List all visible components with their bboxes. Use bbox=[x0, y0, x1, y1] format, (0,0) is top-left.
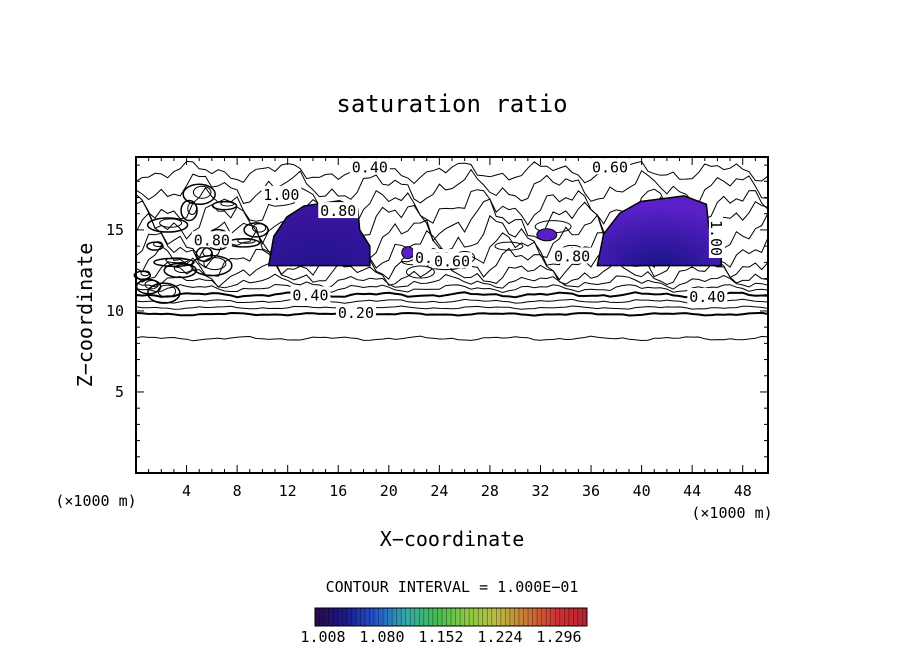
contour-line bbox=[135, 335, 769, 342]
y-tick-label: 10 bbox=[106, 302, 124, 320]
colorbar-tick-label: 1.008 bbox=[300, 628, 345, 646]
contour-blob bbox=[192, 185, 212, 199]
contour-label-bg bbox=[290, 286, 331, 303]
x-tick-label: 16 bbox=[329, 482, 347, 500]
y-axis-label: Z−coordinate bbox=[73, 243, 97, 388]
colorbar-tick-label: 1.152 bbox=[418, 628, 463, 646]
contour-blob bbox=[243, 222, 269, 238]
contour-line bbox=[135, 298, 769, 304]
contour-blob bbox=[147, 282, 181, 304]
contour-label: 1.00 bbox=[707, 220, 725, 256]
contour-blob bbox=[191, 254, 233, 277]
contour-line bbox=[135, 259, 769, 288]
colorbar-tick-labels: 1.008 1.080 1.152 1.224 1.296 bbox=[300, 628, 581, 646]
contour-label: 0.80 bbox=[320, 202, 356, 220]
contour-label-bg bbox=[708, 218, 725, 259]
contour-blob bbox=[165, 257, 189, 264]
x-tick-label: 12 bbox=[279, 482, 297, 500]
supersaturated-patch bbox=[401, 246, 415, 260]
contour-interval-text: CONTOUR INTERVAL = 1.000E−01 bbox=[326, 578, 579, 596]
colorbar bbox=[314, 607, 588, 627]
contour-label-bg bbox=[552, 247, 593, 264]
contour-label: 1.00 bbox=[263, 186, 299, 204]
contour-blob bbox=[159, 218, 183, 228]
contour-blob bbox=[144, 279, 159, 290]
contour-line bbox=[135, 283, 769, 294]
supersaturated-region bbox=[596, 195, 722, 267]
colorbar-tick-label: 1.080 bbox=[359, 628, 404, 646]
x-tick-label: 40 bbox=[633, 482, 651, 500]
contour-blob bbox=[251, 223, 267, 233]
x-tick-label: 32 bbox=[531, 482, 549, 500]
contour-line bbox=[135, 168, 769, 204]
contour-labels: 0.400.601.000.800.800.800.600.801.000.40… bbox=[191, 158, 728, 322]
contour-blob bbox=[153, 241, 163, 248]
x-tick-label: 36 bbox=[582, 482, 600, 500]
contour-label-bg bbox=[191, 231, 232, 248]
contour-line bbox=[135, 245, 769, 281]
contour-label: 0.40 bbox=[689, 288, 725, 306]
supersaturated-patch bbox=[536, 228, 558, 242]
contour-blob bbox=[180, 199, 198, 222]
contour-label: 0.60 bbox=[592, 158, 628, 176]
x-tick-labels: 4 8 12 16 20 24 28 32 36 40 44 48 bbox=[182, 482, 752, 500]
contour-line bbox=[135, 291, 769, 299]
y-tick-label: 15 bbox=[106, 221, 124, 239]
contour-blob bbox=[203, 257, 227, 271]
contour-label-bg bbox=[432, 252, 472, 269]
contour-label: 0.80 bbox=[554, 247, 590, 265]
y-tick-labels: 5 10 15 bbox=[106, 221, 124, 401]
contour-blob bbox=[220, 200, 235, 207]
x-tick-label: 24 bbox=[430, 482, 448, 500]
x-tick-label: 28 bbox=[481, 482, 499, 500]
x-tick-label: 48 bbox=[734, 482, 752, 500]
contour-label-bg bbox=[687, 287, 728, 304]
x-tick-label: 44 bbox=[683, 482, 701, 500]
contour-line bbox=[135, 160, 769, 185]
contour-label-bg bbox=[335, 304, 376, 321]
contour-blob bbox=[405, 265, 435, 279]
contour-line bbox=[135, 273, 769, 290]
colorbar-tick-label: 1.224 bbox=[477, 628, 522, 646]
contour-label-bg bbox=[590, 158, 630, 175]
contour-blob bbox=[237, 237, 256, 244]
x-tick-label: 4 bbox=[182, 482, 191, 500]
contour-line bbox=[135, 311, 769, 317]
colorbar-tick-label: 1.296 bbox=[536, 628, 581, 646]
contour-line bbox=[135, 305, 769, 310]
contour-label: 0.20 bbox=[338, 304, 374, 322]
contour-blob bbox=[157, 284, 177, 298]
x-axis-label: X−coordinate bbox=[380, 527, 525, 551]
contour-blob bbox=[146, 217, 189, 233]
contour-blob bbox=[182, 183, 216, 206]
y-tick-label: 5 bbox=[115, 383, 124, 401]
x-tick-label: 20 bbox=[380, 482, 398, 500]
y-axis-unit: (×1000 m) bbox=[55, 492, 136, 510]
contour-label-bg bbox=[261, 185, 302, 202]
contour-label-bg bbox=[318, 202, 359, 219]
contour-blob bbox=[140, 270, 151, 277]
contour-label: 0.60 bbox=[434, 252, 470, 270]
chart-title: saturation ratio bbox=[336, 90, 567, 118]
contour-blob bbox=[163, 262, 197, 279]
contour-label: 0.40 bbox=[352, 158, 388, 176]
contour-label: 0.80 bbox=[194, 231, 230, 249]
x-axis-unit: (×1000 m) bbox=[691, 504, 772, 522]
contour-label-bg bbox=[349, 158, 390, 175]
x-tick-label: 8 bbox=[233, 482, 242, 500]
contour-label: 0.40 bbox=[292, 286, 328, 304]
contour-blob bbox=[494, 241, 524, 251]
